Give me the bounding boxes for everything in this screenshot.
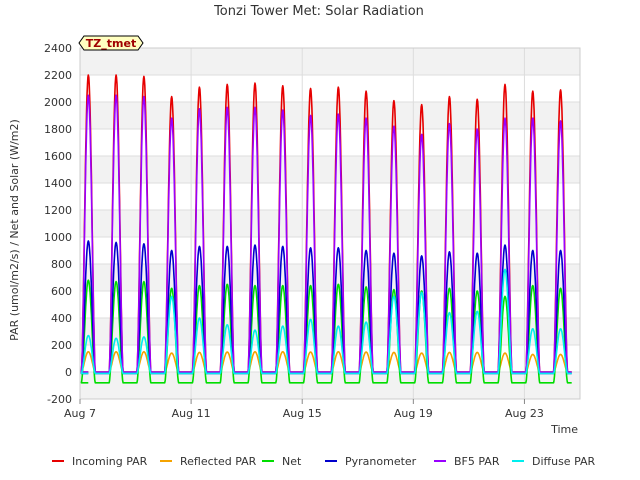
y-tick-label: 1600 xyxy=(44,150,72,163)
y-tick-label: 2200 xyxy=(44,69,72,82)
background-band xyxy=(80,156,580,183)
y-tick-label: 800 xyxy=(51,258,72,271)
x-tick-label: Aug 15 xyxy=(283,407,322,420)
badge-label: TZ_tmet xyxy=(86,37,136,50)
y-tick-label: 1200 xyxy=(44,204,72,217)
series-line-bf5-par xyxy=(80,94,572,373)
y-tick-label: 1000 xyxy=(44,231,72,244)
y-axis-ticks: -200 0 200 400 600 800 1000 1200 1400 1600 1800 200… xyxy=(44,42,72,406)
station-badge: TZ_tmet xyxy=(78,35,144,51)
x-tick-label: Aug 7 xyxy=(64,407,96,420)
background-band xyxy=(80,264,580,291)
legend: Incoming PAR Reflected PAR Net Pyranometer B… xyxy=(52,455,596,468)
background-band xyxy=(80,372,580,399)
chart-title: Tonzi Tower Met: Solar Radiation xyxy=(213,4,424,19)
legend-label: Pyranometer xyxy=(345,455,417,468)
legend-label: Diffuse PAR xyxy=(532,455,596,468)
plot-frame xyxy=(79,47,581,400)
background-band xyxy=(80,318,580,345)
x-axis-ticks: Aug 7 Aug 11 Aug 15 Aug 19 Aug 23 xyxy=(64,399,544,420)
x-tick-label: Aug 19 xyxy=(394,407,433,420)
y-tick-label: -200 xyxy=(47,393,72,406)
legend-label: Reflected PAR xyxy=(180,455,257,468)
background-band xyxy=(80,102,580,129)
series-layer xyxy=(80,74,572,384)
y-axis-label: PAR (umol/m2/s) / Net and Solar (W/m2) xyxy=(8,119,21,341)
legend-label: BF5 PAR xyxy=(454,455,500,468)
x-tick-label: Aug 23 xyxy=(505,407,544,420)
series-line-net xyxy=(80,279,572,384)
plot-bands xyxy=(80,48,580,399)
badge-shape xyxy=(78,35,144,51)
legend-label: Net xyxy=(282,455,302,468)
y-tick-label: 2400 xyxy=(44,42,72,55)
background-band xyxy=(80,210,580,237)
y-tick-label: 400 xyxy=(51,312,72,325)
x-tick-label: Aug 11 xyxy=(172,407,211,420)
y-tick-label: 1400 xyxy=(44,177,72,190)
y-tick-label: 0 xyxy=(65,366,72,379)
y-tick-label: 1800 xyxy=(44,123,72,136)
y-tick-label: 2000 xyxy=(44,96,72,109)
y-tick-label: 200 xyxy=(51,339,72,352)
x-axis-label: Time xyxy=(550,423,578,436)
legend-label: Incoming PAR xyxy=(72,455,148,468)
series-line-diffuse-par xyxy=(80,268,572,375)
y-tick-label: 600 xyxy=(51,285,72,298)
background-band xyxy=(80,48,580,75)
